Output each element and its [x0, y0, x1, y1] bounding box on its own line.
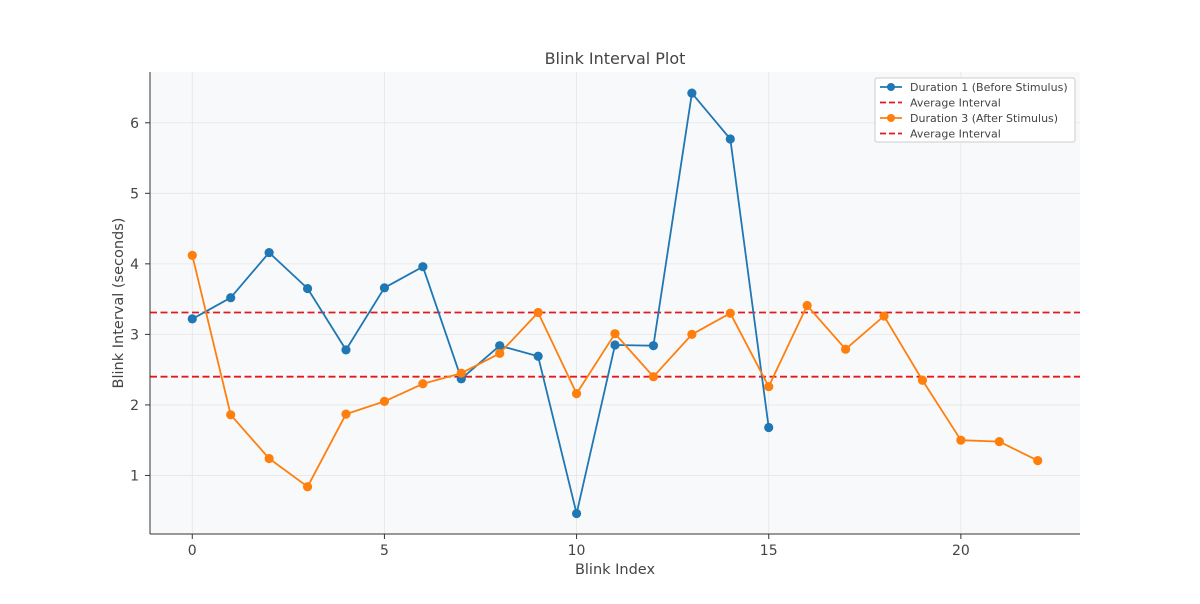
series-line [191, 92, 770, 515]
y-tick-label: 1 [130, 468, 139, 484]
y-tick-label: 3 [130, 327, 139, 343]
data-point [648, 372, 659, 382]
y-ticks: 1 2 3 4 5 6 [130, 116, 150, 484]
x-tick-label: 20 [952, 543, 970, 559]
data-point [456, 368, 466, 378]
x-axis-label: Blink Index [575, 562, 656, 578]
data-point [226, 410, 236, 420]
legend-label: Average Interval [910, 128, 1001, 141]
data-point [264, 247, 274, 258]
data-point [917, 375, 928, 385]
data-point [302, 283, 313, 294]
series-1 [187, 88, 774, 519]
data-point [571, 508, 582, 519]
series-2 [187, 250, 1043, 492]
data-point [571, 389, 582, 399]
legend-box [874, 77, 1076, 143]
data-point [341, 345, 351, 355]
data-point [187, 314, 197, 324]
plot-area [150, 72, 1080, 534]
data-point [648, 341, 659, 351]
data-point [495, 341, 505, 351]
legend-label: Duration 1 (Before Stimulus) [910, 81, 1068, 94]
x-tick-label: 5 [380, 543, 389, 559]
y-tick-label: 2 [130, 398, 139, 414]
data-point [956, 435, 966, 445]
x-tick-label: 10 [568, 543, 586, 559]
data-point [341, 409, 351, 419]
legend-marker [887, 114, 895, 122]
data-point [187, 250, 197, 260]
data-point [764, 422, 774, 433]
data-point [840, 344, 851, 354]
data-point [379, 396, 390, 406]
y-tick-label: 4 [130, 257, 139, 273]
x-tick-label: 15 [760, 543, 778, 559]
data-point [302, 482, 313, 492]
data-point [1033, 456, 1043, 466]
data-point [764, 381, 774, 392]
data-point [879, 311, 889, 321]
legend-marker [887, 83, 895, 91]
legend: Duration 1 (Before Stimulus) Average Inte… [874, 77, 1076, 143]
legend-item: Average Interval [880, 128, 1001, 141]
data-point [994, 437, 1004, 447]
data-point [495, 348, 505, 359]
data-point [418, 262, 428, 272]
chart-title: Blink Interval Plot [545, 49, 686, 68]
legend-item: Average Interval [880, 97, 1001, 110]
data-point [725, 308, 735, 318]
legend-label: Average Interval [910, 97, 1001, 110]
data-point [533, 307, 543, 318]
y-tick-label: 5 [130, 186, 139, 202]
data-point [725, 134, 735, 144]
legend-label: Duration 3 (After Stimulus) [910, 112, 1058, 125]
data-point [379, 283, 390, 293]
reference-lines [150, 311, 1080, 378]
data-point [226, 293, 236, 303]
y-tick-label: 6 [130, 116, 139, 132]
series-layer [187, 88, 1043, 519]
legend-item: Duration 1 (Before Stimulus) [880, 81, 1068, 94]
x-ticks: 0 5 10 15 20 [188, 534, 970, 559]
data-point [533, 351, 543, 361]
data-point [687, 88, 697, 98]
x-tick-label: 0 [188, 543, 197, 559]
data-point [610, 340, 620, 350]
data-point [418, 379, 428, 389]
y-axis-label: Blink Interval (seconds) [111, 218, 127, 389]
data-point [264, 453, 274, 464]
data-point [610, 329, 620, 339]
data-point [687, 329, 697, 339]
legend-item: Duration 3 (After Stimulus) [880, 112, 1058, 125]
data-point [802, 300, 812, 311]
